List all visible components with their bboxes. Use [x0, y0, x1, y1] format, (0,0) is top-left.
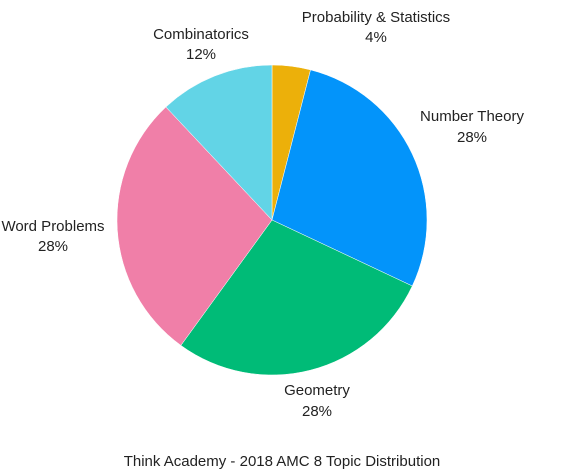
pie-slice-word-problems: [116, 106, 273, 346]
slice-label-combinatorics: Combinatorics: [153, 26, 249, 43]
pie-slice-combinatorics: [165, 64, 273, 221]
slice-percent-word-problems: 28%: [38, 238, 68, 255]
pie-slice-number-theory: [271, 69, 428, 287]
slice-label-geometry: Geometry: [284, 382, 350, 399]
pie-slices: [116, 64, 428, 376]
slice-label-number-theory: Number Theory: [420, 108, 524, 125]
slice-percent-geometry: 28%: [302, 403, 332, 420]
slice-percent-number-theory: 28%: [457, 129, 487, 146]
pie-slice-geometry: [180, 219, 413, 376]
slice-percent-combinatorics: 12%: [186, 46, 216, 63]
chart-title: Think Academy - 2018 AMC 8 Topic Distrib…: [124, 453, 441, 470]
slice-label-word-problems: Word Problems: [1, 218, 104, 235]
pie-labels: Probability & Statistics 4% Number Theory 2…: [1, 9, 524, 420]
slice-label-probability-statistics: Probability & Statistics: [302, 9, 450, 26]
slice-percent-probability-statistics: 4%: [365, 29, 387, 46]
